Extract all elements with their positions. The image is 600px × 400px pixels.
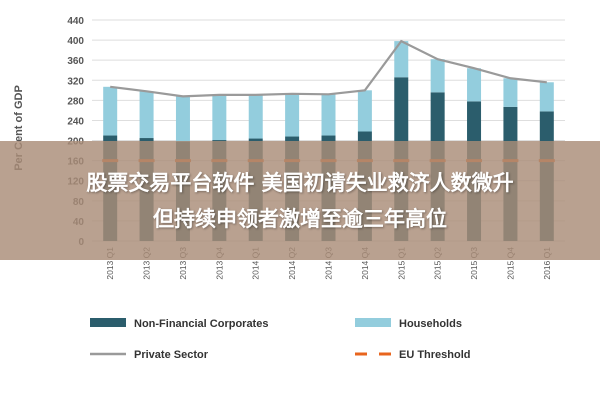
x-tick-label: 2015 Q1 — [396, 247, 406, 280]
y-tick-label: 400 — [67, 36, 84, 47]
bar-households — [394, 41, 409, 78]
legend-label: Households — [399, 318, 462, 330]
x-tick-label: 2016 Q1 — [542, 247, 552, 280]
bar-households — [467, 68, 482, 102]
bar-households — [357, 90, 372, 132]
legend: Non-Financial Corporates Households Privat… — [90, 318, 471, 361]
overlay-banner: 股票交易平台软件 美国初请失业救济人数微升 但持续申领者激增至逾三年高位 — [0, 141, 600, 260]
legend-label: Non-Financial Corporates — [134, 318, 268, 330]
x-tick-label: 2013 Q3 — [178, 247, 188, 280]
y-tick-label: 360 — [67, 56, 84, 67]
bar-households — [212, 94, 227, 141]
bar-households — [321, 94, 336, 136]
bar-households — [285, 93, 300, 137]
x-tick-label: 2015 Q4 — [505, 247, 515, 280]
bar-households — [175, 96, 190, 142]
x-tick-label: 2014 Q1 — [251, 247, 261, 280]
banner-line-1: 股票交易平台软件 美国初请失业救济人数微升 — [86, 170, 514, 195]
y-tick-label: 280 — [67, 96, 84, 107]
line-private-sector — [110, 39, 547, 98]
x-tick-label: 2013 Q2 — [142, 247, 152, 280]
legend-swatch — [90, 318, 126, 327]
y-tick-label: 240 — [67, 116, 84, 127]
x-tick-label: 2014 Q4 — [360, 247, 370, 280]
bar-households — [503, 78, 518, 107]
bar-households — [430, 59, 445, 93]
legend-swatch — [355, 318, 391, 327]
y-tick-label: 440 — [67, 16, 84, 27]
bar-households — [103, 86, 118, 136]
x-axis: 2013 Q1 2013 Q2 2013 Q3 2013 Q4 2014 Q1 2014 … — [105, 247, 552, 280]
x-tick-label: 2013 Q4 — [214, 247, 224, 280]
legend-label: Private Sector — [134, 349, 209, 361]
bar-households — [139, 91, 154, 139]
y-tick-label: 320 — [67, 76, 84, 87]
x-tick-label: 2014 Q2 — [287, 247, 297, 280]
x-tick-label: 2015 Q3 — [469, 247, 479, 280]
x-tick-label: 2014 Q3 — [324, 247, 334, 280]
bar-households — [539, 82, 554, 112]
banner-line-2: 但持续申领者激增至逾三年高位 — [153, 206, 447, 231]
bar-households — [248, 94, 263, 139]
x-tick-label: 2015 Q2 — [433, 247, 443, 280]
legend-label: EU Threshold — [399, 349, 471, 361]
x-tick-label: 2013 Q1 — [105, 247, 115, 280]
